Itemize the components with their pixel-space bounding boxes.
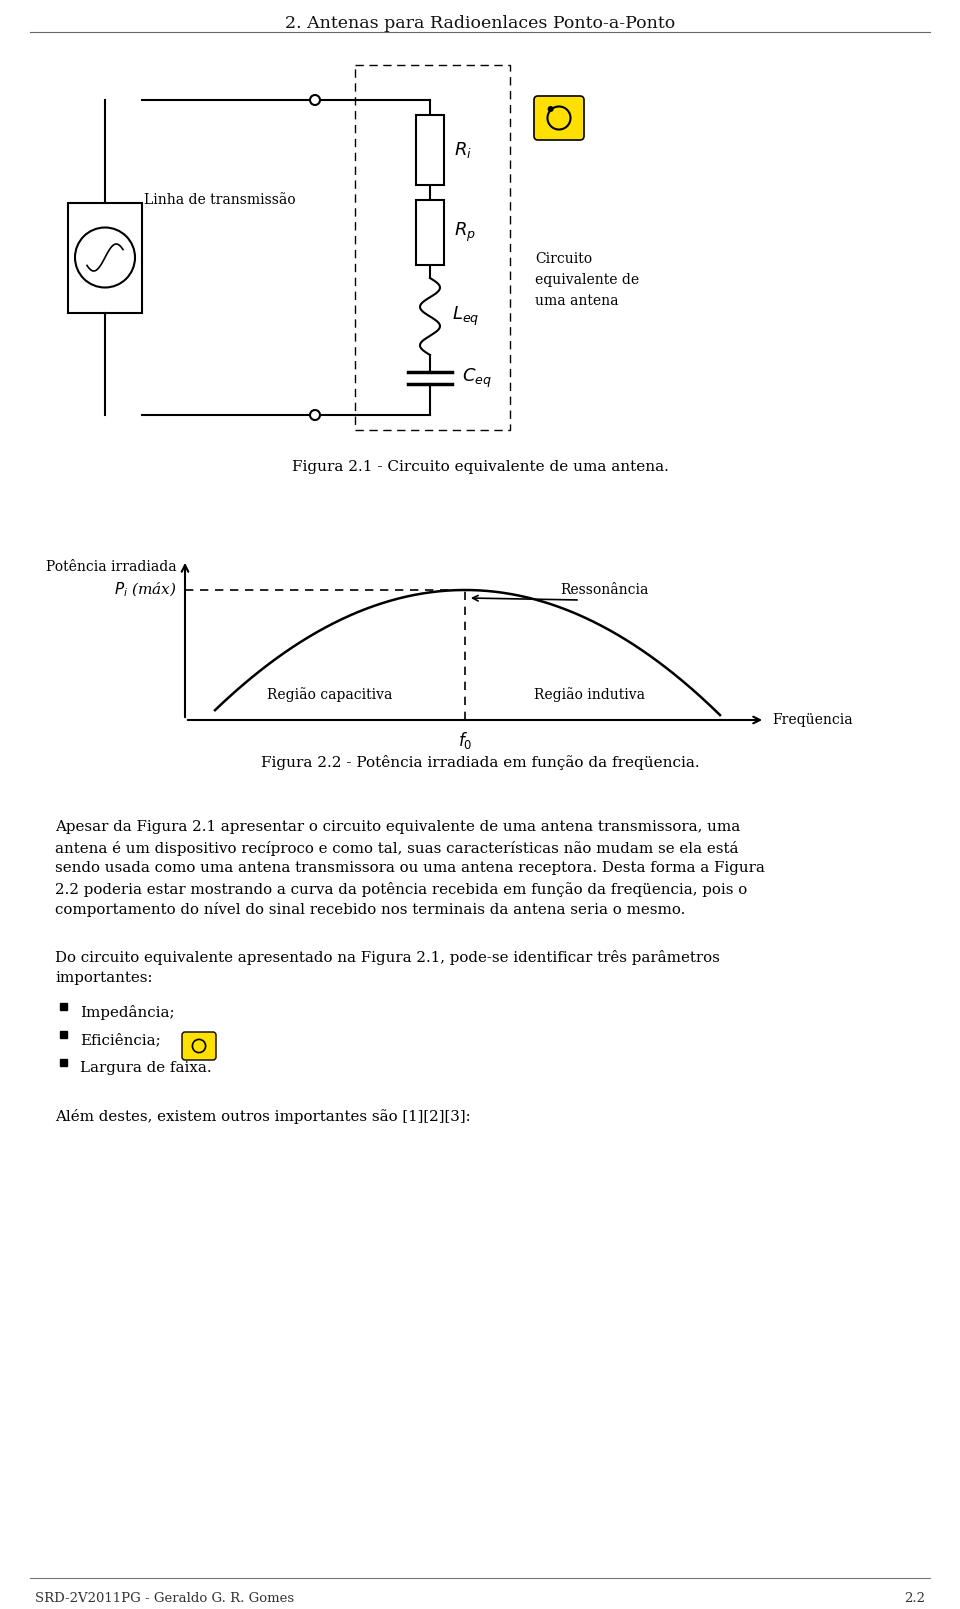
Text: Além destes, existem outros importantes são [1][2][3]:: Além destes, existem outros importantes … bbox=[55, 1109, 470, 1125]
Circle shape bbox=[310, 410, 320, 420]
Text: Linha de transmissão: Linha de transmissão bbox=[144, 193, 296, 208]
FancyBboxPatch shape bbox=[534, 97, 584, 140]
Text: Freqüencia: Freqüencia bbox=[772, 713, 852, 727]
Text: $R_p$: $R_p$ bbox=[454, 220, 476, 245]
Bar bbox=[60, 1002, 67, 1010]
Text: Potência irradiada: Potência irradiada bbox=[46, 560, 177, 574]
Text: Figura 2.2 - Potência irradiada em função da freqüencia.: Figura 2.2 - Potência irradiada em funçã… bbox=[261, 755, 699, 771]
Text: antena é um dispositivo recíproco e como tal, suas características não mudam se : antena é um dispositivo recíproco e como… bbox=[55, 840, 738, 856]
Text: $C_{eq}$: $C_{eq}$ bbox=[462, 367, 492, 389]
Text: Ressonância: Ressonância bbox=[560, 582, 648, 597]
Bar bbox=[416, 114, 444, 185]
Bar bbox=[60, 1031, 67, 1038]
Text: Do circuito equivalente apresentado na Figura 2.1, pode-se identificar três parâ: Do circuito equivalente apresentado na F… bbox=[55, 949, 720, 965]
Circle shape bbox=[547, 106, 554, 113]
Text: Apesar da Figura 2.1 apresentar o circuito equivalente de uma antena transmissor: Apesar da Figura 2.1 apresentar o circui… bbox=[55, 821, 740, 833]
Text: $P_i$ (máx): $P_i$ (máx) bbox=[114, 581, 177, 599]
Bar bbox=[416, 200, 444, 265]
Text: $L_{eq}$: $L_{eq}$ bbox=[452, 304, 479, 328]
FancyBboxPatch shape bbox=[182, 1031, 216, 1060]
Bar bbox=[60, 1059, 67, 1067]
Text: Eficiência;: Eficiência; bbox=[80, 1033, 160, 1047]
Text: Circuito
equivalente de
uma antena: Circuito equivalente de uma antena bbox=[535, 253, 639, 307]
Text: $R_i$: $R_i$ bbox=[454, 140, 472, 159]
Text: Região capacitiva: Região capacitiva bbox=[267, 687, 393, 703]
Text: importantes:: importantes: bbox=[55, 970, 153, 985]
Text: $f_0$: $f_0$ bbox=[458, 729, 472, 750]
Text: 2.2: 2.2 bbox=[904, 1591, 925, 1606]
Circle shape bbox=[310, 95, 320, 105]
Text: SRD-2V2011PG - Geraldo G. R. Gomes: SRD-2V2011PG - Geraldo G. R. Gomes bbox=[35, 1591, 294, 1606]
Text: comportamento do nível do sinal recebido nos terminais da antena seria o mesmo.: comportamento do nível do sinal recebido… bbox=[55, 903, 685, 917]
Text: Impedância;: Impedância; bbox=[80, 1006, 175, 1020]
Text: Largura de faixa.: Largura de faixa. bbox=[80, 1060, 211, 1075]
Text: 2. Antenas para Radioenlaces Ponto-a-Ponto: 2. Antenas para Radioenlaces Ponto-a-Pon… bbox=[285, 14, 675, 32]
Text: sendo usada como uma antena transmissora ou uma antena receptora. Desta forma a : sendo usada como uma antena transmissora… bbox=[55, 861, 765, 875]
Text: Figura 2.1 - Circuito equivalente de uma antena.: Figura 2.1 - Circuito equivalente de uma… bbox=[292, 460, 668, 475]
Bar bbox=[68, 203, 142, 312]
Text: 2.2 poderia estar mostrando a curva da potência recebida em função da freqüencia: 2.2 poderia estar mostrando a curva da p… bbox=[55, 882, 747, 896]
Text: Região indutiva: Região indutiva bbox=[535, 687, 645, 703]
